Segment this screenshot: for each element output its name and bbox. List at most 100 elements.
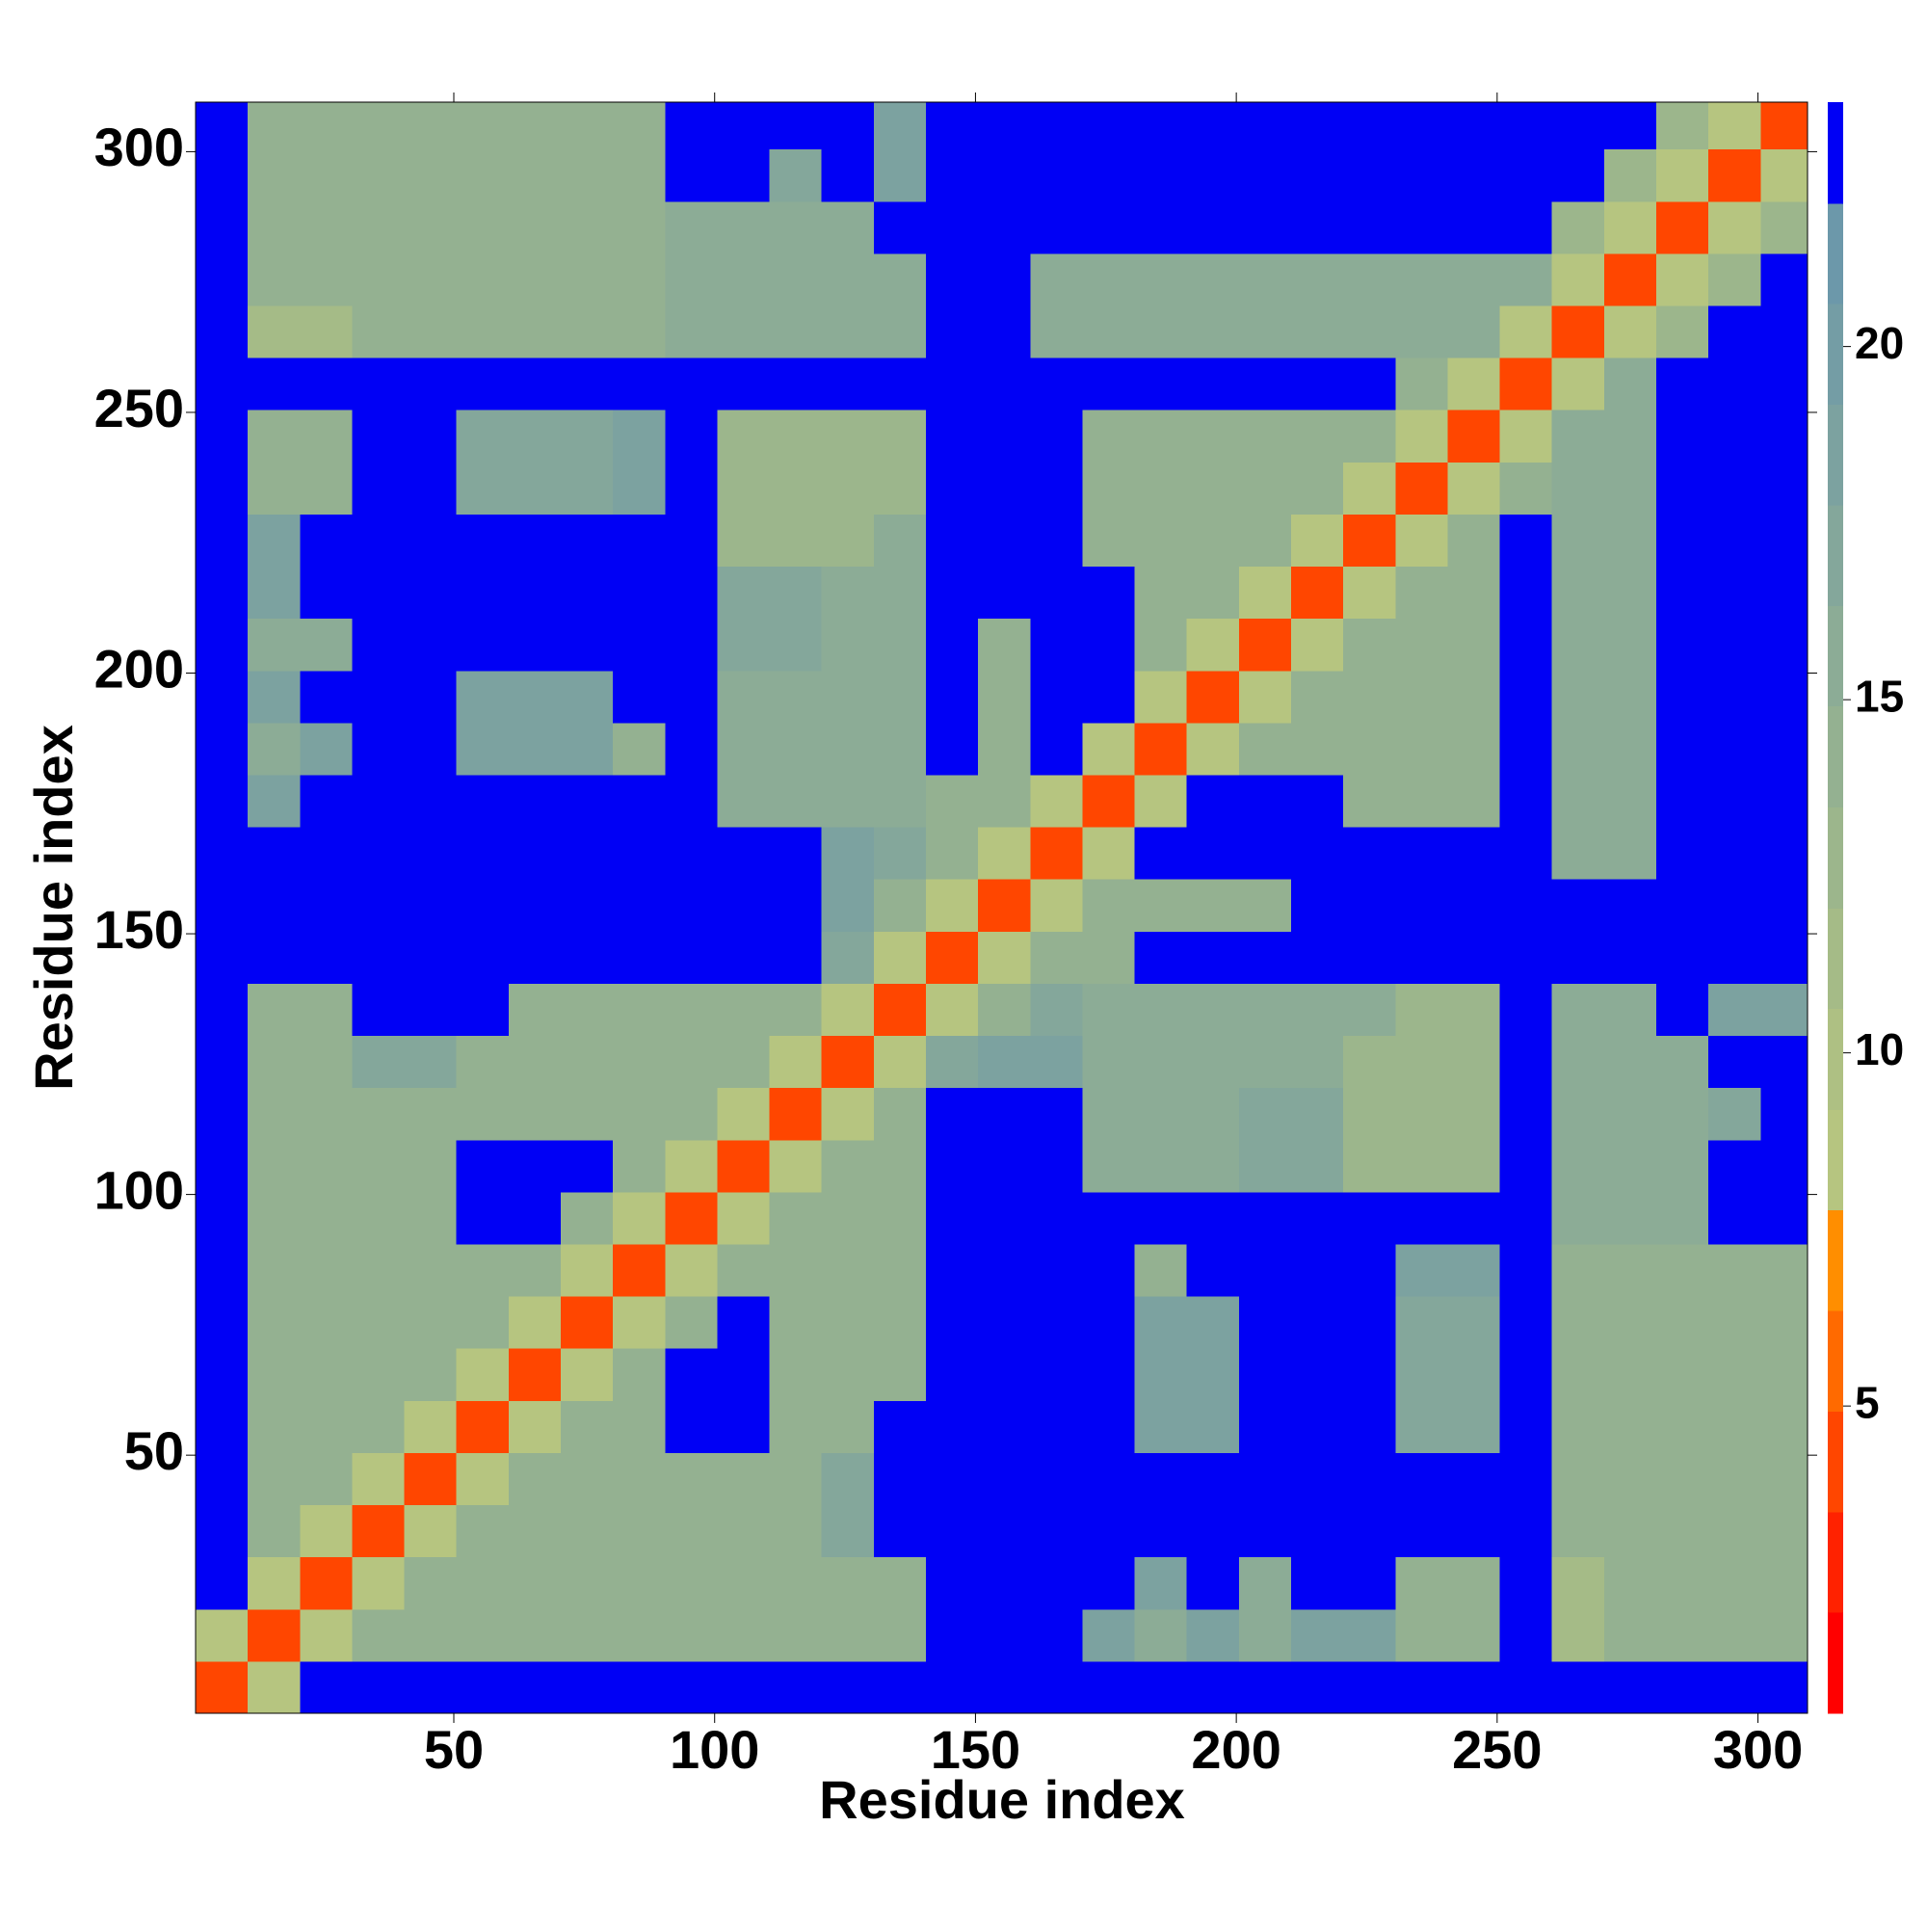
heatmap-cell <box>1447 1660 1501 1714</box>
heatmap-cell <box>456 1087 510 1141</box>
heatmap-cell <box>1238 1660 1292 1714</box>
heatmap-cell <box>613 618 666 672</box>
heatmap-cell <box>456 410 510 463</box>
heatmap-cell <box>1551 1244 1605 1297</box>
heatmap-cell <box>1030 1556 1083 1610</box>
heatmap-cell <box>1551 879 1605 932</box>
heatmap-cell <box>978 931 1031 984</box>
heatmap-cell <box>613 775 666 828</box>
heatmap-cell <box>978 1191 1031 1245</box>
heatmap-cell <box>1238 1087 1292 1141</box>
heatmap-cell <box>925 305 979 358</box>
heatmap-cell <box>248 1035 301 1089</box>
heatmap-cell <box>456 1139 510 1193</box>
heatmap-cell <box>1290 305 1344 358</box>
heatmap-cell <box>717 410 771 463</box>
heatmap-cell <box>1551 827 1605 880</box>
heatmap-cell <box>665 827 718 880</box>
heatmap-cell <box>300 1556 353 1610</box>
heatmap-cell <box>1603 148 1657 202</box>
heatmap-cell <box>1708 983 1761 1037</box>
heatmap-cell <box>560 1452 614 1506</box>
heatmap-cell <box>1708 618 1761 672</box>
heatmap-cell <box>1290 1087 1344 1141</box>
heatmap-cell <box>717 983 771 1037</box>
heatmap-cell <box>1082 514 1136 568</box>
heatmap-cell <box>1134 462 1188 515</box>
heatmap-cell <box>1238 618 1292 672</box>
heatmap-cell <box>508 1191 562 1245</box>
heatmap-cell <box>1603 102 1657 150</box>
heatmap-cell <box>613 252 666 306</box>
heatmap-cell <box>196 252 249 306</box>
heatmap-cell <box>1551 670 1605 724</box>
heatmap-cell <box>769 410 823 463</box>
heatmap-cell <box>508 1400 562 1453</box>
heatmap-cell <box>1760 1660 1808 1714</box>
heatmap-cell <box>717 1452 771 1506</box>
heatmap-cell <box>1082 1452 1136 1506</box>
heatmap-cell <box>1708 827 1761 880</box>
heatmap-cell <box>978 200 1031 254</box>
heatmap-cell <box>352 931 406 984</box>
heatmap-cell <box>1655 1504 1709 1558</box>
heatmap-cell <box>508 357 562 410</box>
heatmap-cell <box>1395 827 1448 880</box>
heatmap-cell <box>404 1348 458 1401</box>
heatmap-cell <box>300 566 353 620</box>
heatmap-cell <box>1343 1244 1396 1297</box>
heatmap-cell <box>196 200 249 254</box>
heatmap-cell <box>404 410 458 463</box>
heatmap-cell <box>925 566 979 620</box>
heatmap-cell <box>300 1348 353 1401</box>
heatmap-cell <box>352 827 406 880</box>
heatmap-cell <box>1708 1556 1761 1610</box>
heatmap-cell <box>1447 931 1501 984</box>
heatmap-cell <box>1082 410 1136 463</box>
heatmap-cell <box>508 1087 562 1141</box>
heatmap-cell <box>1395 200 1448 254</box>
heatmap-cell <box>873 618 927 672</box>
heatmap-cell <box>873 1452 927 1506</box>
heatmap-cell <box>1499 566 1553 620</box>
colorbar-tick-label: 20 <box>1855 318 1904 368</box>
heatmap-cell <box>717 775 771 828</box>
heatmap-cell <box>1343 1504 1396 1558</box>
heatmap-cell <box>1395 252 1448 306</box>
heatmap-cell <box>613 879 666 932</box>
heatmap-cell <box>717 1348 771 1401</box>
heatmap-cell <box>925 722 979 776</box>
heatmap-cell <box>1186 983 1240 1037</box>
heatmap-cell <box>978 148 1031 202</box>
heatmap-cell <box>978 1608 1031 1662</box>
heatmap-cell <box>1395 722 1448 776</box>
heatmap-cell <box>1708 775 1761 828</box>
heatmap-cell <box>560 102 614 150</box>
heatmap-cell <box>404 252 458 306</box>
heatmap-cell <box>1603 983 1657 1037</box>
heatmap-cell <box>821 1452 875 1506</box>
heatmap-cell <box>873 1608 927 1662</box>
heatmap-cell <box>508 1556 562 1610</box>
heatmap-cell <box>1238 410 1292 463</box>
heatmap-cell <box>1134 1191 1188 1245</box>
heatmap-cell <box>925 1504 979 1558</box>
heatmap-cell <box>925 410 979 463</box>
heatmap-cell <box>1551 1556 1605 1610</box>
heatmap-cell <box>404 1608 458 1662</box>
heatmap-cell <box>248 775 301 828</box>
heatmap-cell <box>873 722 927 776</box>
heatmap-cell <box>1395 1400 1448 1453</box>
heatmap-cell <box>873 410 927 463</box>
heatmap-cell <box>613 1191 666 1245</box>
heatmap-cell <box>665 775 718 828</box>
heatmap-cell <box>1603 1139 1657 1193</box>
heatmap-cell <box>508 1452 562 1506</box>
heatmap-cell <box>508 410 562 463</box>
heatmap-cell <box>1655 722 1709 776</box>
heatmap-cell <box>1395 670 1448 724</box>
heatmap-cell <box>1238 1608 1292 1662</box>
heatmap-cell <box>665 1504 718 1558</box>
heatmap-cell <box>978 1660 1031 1714</box>
heatmap-cell <box>1655 1452 1709 1506</box>
